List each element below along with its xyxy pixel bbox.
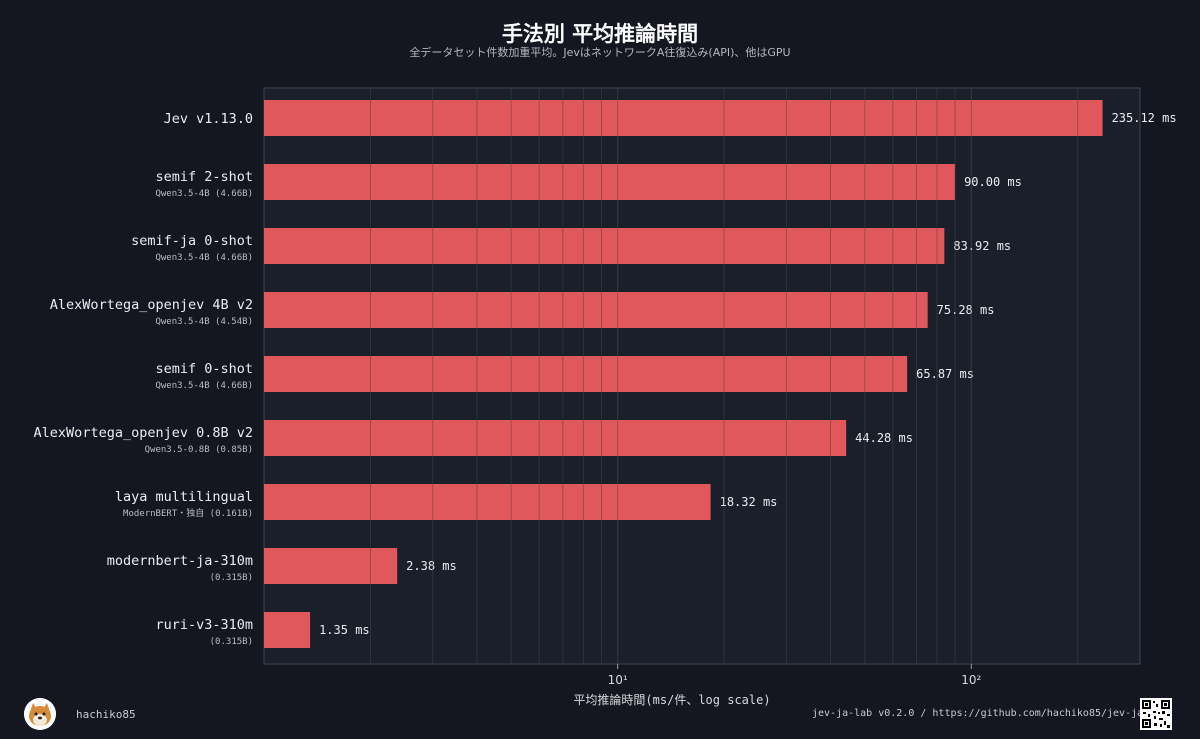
chart-subtitle: 全データセット件数加重平均。JevはネットワークA往復込み(API)、他はGPU [409,46,791,59]
category-sublabel: ModernBERT・独自 (0.161B) [123,507,253,519]
data-label: 235.12 ms [1112,111,1177,125]
bar [264,228,945,264]
bar [264,100,1103,136]
qr-code-icon [1140,698,1172,730]
credit-link[interactable]: jev-ja-lab v0.2.0 / https://github.com/h… [812,708,1168,719]
data-label: 1.35 ms [319,623,370,637]
data-label: 75.28 ms [937,303,995,317]
category-label: ruri-v3-310m [155,617,253,633]
category-label: semif 2-shot [155,169,253,185]
category-sublabel: (0.315B) [210,637,253,647]
data-label: 44.28 ms [855,431,913,445]
category-sublabel: Qwen3.5-4B (4.66B) [155,381,253,391]
bar [264,548,398,584]
chart-title: 手法別 平均推論時間 [501,22,699,46]
x-tick-label: 10¹ [608,673,628,687]
category-sublabel: Qwen3.5-4B (4.66B) [155,253,253,263]
data-label: 2.38 ms [406,559,457,573]
category-sublabel: Qwen3.5-4B (4.54B) [155,317,253,327]
category-label: laya multilingual [115,489,253,505]
data-label: 83.92 ms [953,239,1011,253]
category-sublabel: Qwen3.5-4B (4.66B) [155,189,253,199]
bar [264,164,956,200]
category-label: AlexWortega_openjev 0.8B v2 [34,425,253,441]
category-label: modernbert-ja-310m [107,553,253,569]
bar [264,292,928,328]
bar [264,420,847,456]
x-tick-label: 10² [961,673,981,687]
category-label: semif 0-shot [155,361,253,377]
data-label: 65.87 ms [916,367,974,381]
category-sublabel: Qwen3.5-0.8B (0.85B) [145,445,253,455]
data-label: 18.32 ms [720,495,778,509]
category-label: semif-ja 0-shot [131,233,253,249]
category-label: Jev v1.13.0 [164,111,253,127]
bar [264,612,311,648]
data-label: 90.00 ms [964,175,1022,189]
author-name: hachiko85 [76,708,136,721]
category-label: AlexWortega_openjev 4B v2 [50,297,253,313]
shiba-dog-avatar-icon [24,698,56,730]
category-sublabel: (0.315B) [210,573,253,583]
bar [264,484,711,520]
bar [264,356,908,392]
x-axis-label: 平均推論時間(ms/件、log scale) [573,692,770,707]
